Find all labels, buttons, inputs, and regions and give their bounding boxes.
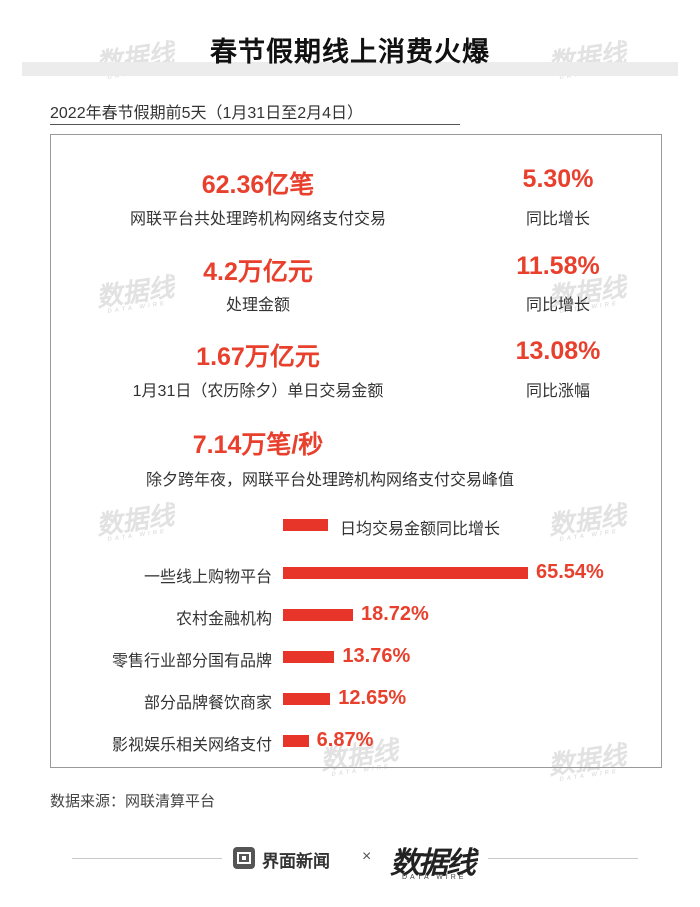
bar-value-label: 18.72% [360,603,429,625]
stat-change-amount: 11.58% [516,252,600,280]
title-band [22,62,678,76]
bar-label: 一些线上购物平台 [143,569,272,586]
footer-divider-right [488,858,638,859]
legend-label: 日均交易金额同比增长 [340,521,501,538]
bar-value-label: 65.54% [536,561,604,583]
peak-label: 除夕跨年夜，网联平台处理跨机构网络支付交易峰值 [145,472,515,489]
stat-label-single-day: 1月31日（农历除夕）单日交易金额 [132,383,384,400]
stat-label-transactions: 网联平台共处理跨机构网络支付交易 [129,211,387,228]
legend-swatch [283,519,328,531]
bar-value-label: 6.87% [316,729,374,751]
stats-panel [50,134,662,768]
stat-change-label-transactions: 同比增长 [525,211,591,228]
bar-label: 影视娱乐相关网络支付 [111,737,272,754]
footer-separator: × [362,848,372,865]
stat-value-single-day: 1.67万亿元 [196,343,320,371]
jiemian-logo-icon [233,847,255,869]
bar [283,609,353,621]
footer-divider-left [72,858,222,859]
bar [283,735,309,747]
page-title: 春节假期线上消费火爆 [210,37,490,67]
bar-value-label: 13.76% [342,645,411,667]
stat-change-label-amount: 同比增长 [525,297,591,314]
footer-brand-datawire-sub: DATA WIRE [402,874,467,881]
stat-value-transactions: 62.36亿笔 [201,171,315,199]
data-source: 数据来源：网联清算平台 [50,793,216,810]
peak-value: 7.14万笔/秒 [192,431,324,459]
stat-change-label-single-day: 同比涨幅 [525,383,591,400]
footer-brand-jiemian: 界面新闻 [262,852,330,871]
bar [283,651,335,663]
bar-value-label: 12.65% [338,687,407,709]
subtitle-underline [50,124,460,125]
stat-label-amount: 处理金额 [225,297,291,314]
stat-change-single-day: 13.08% [515,337,601,365]
stat-change-transactions: 5.30% [522,165,594,193]
bar-label: 农村金融机构 [175,611,272,628]
subtitle: 2022年春节假期前5天（1月31日至2月4日） [50,105,363,122]
stat-value-amount: 4.2万亿元 [203,258,313,286]
footer-brand-datawire: 数据线 [390,847,476,880]
bar-label: 部分品牌餐饮商家 [143,695,272,712]
bar [283,567,528,579]
bar-label: 零售行业部分国有品牌 [111,653,272,670]
bar [283,693,331,705]
